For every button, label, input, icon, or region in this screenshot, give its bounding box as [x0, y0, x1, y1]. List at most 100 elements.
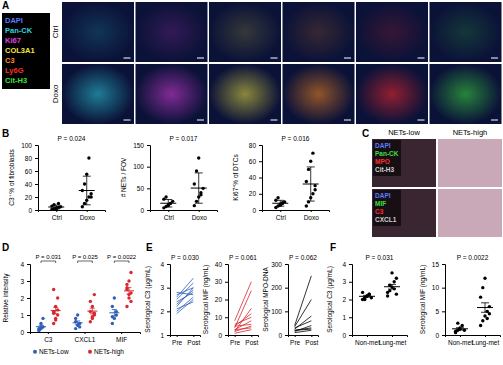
panel-label: F: [330, 242, 336, 253]
y-tick-label: 4: [160, 261, 164, 268]
data-point: [37, 329, 40, 332]
micrograph: [430, 64, 502, 124]
y-tick-label: 0: [342, 332, 346, 339]
paired-line: [295, 329, 312, 330]
data-point: [199, 193, 202, 196]
error-cap: [90, 313, 95, 314]
legend-label: NETs-high: [94, 348, 124, 356]
y-tick-group: 1: [160, 332, 170, 339]
y-tick-label: 0: [20, 329, 24, 336]
data-point: [193, 204, 196, 207]
y-axis-line: [349, 265, 353, 336]
error-cap: [456, 327, 464, 328]
x-tick-group: Lung-met: [472, 335, 500, 347]
y-tick: [167, 311, 170, 312]
x-tick-label: Ctrl: [276, 214, 287, 221]
error-cap: [363, 295, 371, 296]
data-point: [111, 322, 114, 325]
paired-line: [235, 330, 252, 334]
y-tick-label: 50: [137, 185, 145, 192]
error-cap: [83, 204, 91, 205]
data-point: [93, 293, 96, 296]
y-tick: [35, 145, 38, 146]
error-cap: [481, 302, 489, 303]
x-tick-label: Non-met: [448, 339, 473, 346]
x-tick: [485, 335, 486, 337]
y-tick: [147, 167, 150, 168]
error-cap: [112, 316, 117, 317]
y-tick: [349, 264, 352, 265]
y-tick-group: 3: [342, 278, 352, 285]
y-tick-label: 300: [271, 261, 282, 268]
y-tick: [285, 288, 288, 289]
plot-area: [177, 278, 194, 314]
paired-line: [295, 300, 312, 327]
y-tick: [147, 210, 150, 211]
data-point: [481, 319, 484, 322]
annotation: P = 0.061: [229, 254, 257, 261]
y-tick: [27, 264, 30, 265]
y-tick: [442, 288, 445, 289]
y-tick-label: 2: [160, 308, 164, 315]
paired-line: [235, 317, 252, 324]
data-point: [276, 196, 279, 199]
stain-label: C3: [375, 208, 384, 215]
panel-label: B: [2, 128, 9, 139]
data-point: [193, 182, 196, 185]
y-tick: [167, 264, 170, 265]
y-tick: [147, 145, 150, 146]
x-axis-line: [446, 336, 501, 338]
data-point: [74, 327, 77, 330]
y-tick-label: 0: [28, 207, 32, 214]
error-cap: [39, 325, 44, 326]
row-label: Ctrl: [51, 26, 60, 39]
scale-bar: [491, 58, 498, 59]
error-bar: [392, 284, 393, 289]
micrograph: [136, 2, 208, 62]
scale-bar: [197, 58, 204, 59]
legend-marker: [33, 350, 37, 354]
data-point: [89, 192, 92, 195]
y-tick: [167, 335, 170, 336]
y-axis: 020406080100: [21, 142, 38, 214]
x-axis-line: [229, 336, 259, 338]
x-axis-line: [353, 336, 408, 338]
x-axis-line: [151, 211, 218, 213]
micrograph: [372, 139, 436, 187]
x-tick-label: CXCL1: [75, 336, 96, 343]
error-bar: [114, 310, 115, 316]
channel-label: DAPI: [5, 16, 23, 25]
error-cap: [75, 324, 80, 325]
micrograph: [62, 64, 134, 124]
plot-area: [359, 271, 400, 301]
x-tick-group: Doxo: [304, 210, 320, 221]
x-tick-group: Non-met: [448, 335, 473, 346]
micrograph: [430, 2, 502, 62]
y-tick-group: 40: [249, 174, 262, 181]
y-tick: [442, 311, 445, 312]
micrograph: [283, 64, 355, 124]
x-tick-label: Post: [305, 339, 318, 346]
error-bar: [56, 205, 57, 209]
y-tick-label: 0: [140, 207, 144, 214]
plot-area: [36, 271, 134, 332]
micrograph-signal: [356, 2, 428, 62]
data-point: [89, 195, 92, 198]
y-tick-group: 30: [215, 278, 228, 285]
micrograph-signal: [62, 64, 134, 124]
y-axis-title: Serological MIF (ng/mL): [419, 265, 427, 334]
stain-label: DAPI: [375, 142, 391, 149]
y-axis-line: [442, 265, 446, 336]
micrograph-signal: [283, 2, 355, 62]
x-tick-group: Post: [305, 335, 318, 346]
y-tick-label: 20: [249, 190, 257, 197]
y-tick-label: 40: [249, 174, 257, 181]
error-cap: [481, 312, 489, 313]
y-tick-group: 0: [218, 332, 228, 339]
y-tick-group: 0: [28, 207, 38, 214]
x-tick: [87, 210, 88, 212]
error-bar: [77, 321, 78, 325]
y-tick-group: 1: [342, 314, 352, 321]
micrograph-signal: [209, 2, 281, 62]
stain-label: MIF: [375, 200, 386, 207]
